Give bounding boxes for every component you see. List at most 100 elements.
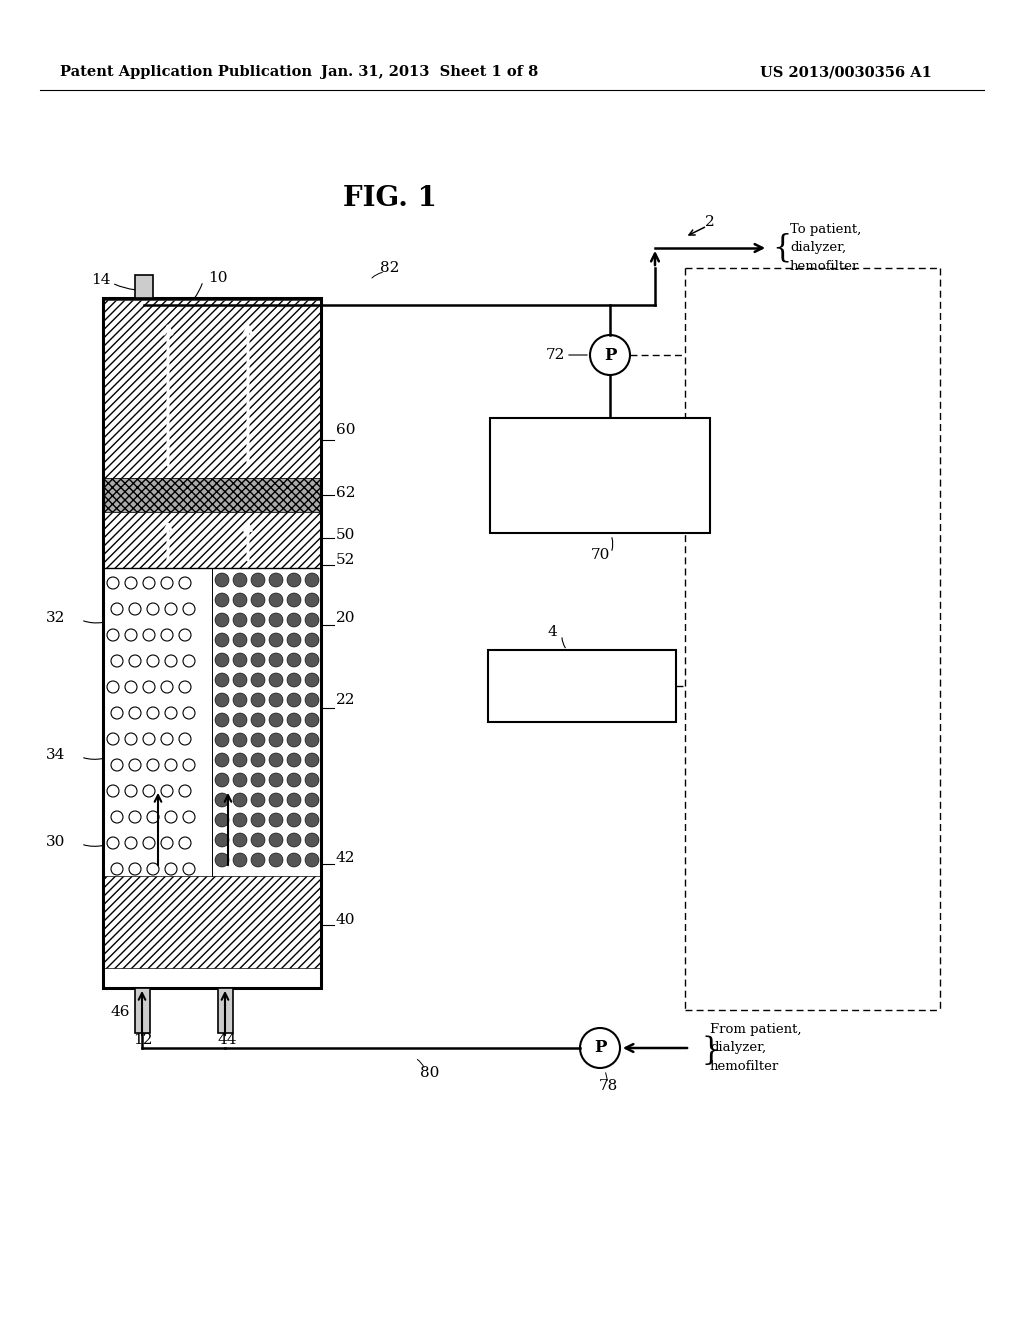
Circle shape [233, 793, 247, 807]
Circle shape [251, 752, 265, 767]
Circle shape [305, 813, 319, 828]
Text: {: { [772, 232, 792, 264]
Circle shape [305, 693, 319, 708]
Circle shape [251, 793, 265, 807]
Text: 4: 4 [547, 624, 557, 639]
Circle shape [251, 693, 265, 708]
Text: 40: 40 [336, 913, 355, 927]
Bar [104, 568, 319, 876]
Circle shape [215, 774, 229, 787]
Circle shape [215, 634, 229, 647]
Text: US 2013/0030356 A1: US 2013/0030356 A1 [760, 65, 932, 79]
Circle shape [305, 713, 319, 727]
Circle shape [215, 733, 229, 747]
Circle shape [269, 774, 283, 787]
Text: 20: 20 [336, 611, 355, 624]
Circle shape [215, 752, 229, 767]
Circle shape [287, 752, 301, 767]
Circle shape [215, 813, 229, 828]
Circle shape [233, 573, 247, 587]
Circle shape [233, 774, 247, 787]
Circle shape [251, 612, 265, 627]
Circle shape [233, 634, 247, 647]
Text: 70: 70 [590, 548, 609, 562]
Circle shape [287, 793, 301, 807]
Circle shape [251, 853, 265, 867]
Circle shape [233, 713, 247, 727]
Circle shape [269, 733, 283, 747]
Text: 50: 50 [336, 528, 355, 543]
Bar [490, 418, 710, 533]
Text: 22: 22 [336, 693, 355, 708]
Text: 82: 82 [380, 261, 399, 275]
Text: 34: 34 [46, 748, 65, 762]
Bar [135, 987, 150, 1034]
Text: 72: 72 [546, 348, 565, 362]
Circle shape [215, 573, 229, 587]
Circle shape [233, 733, 247, 747]
Bar [104, 300, 319, 478]
Circle shape [305, 733, 319, 747]
Circle shape [251, 833, 265, 847]
Circle shape [269, 833, 283, 847]
Circle shape [269, 634, 283, 647]
Circle shape [305, 774, 319, 787]
Circle shape [233, 752, 247, 767]
Circle shape [251, 593, 265, 607]
Circle shape [287, 612, 301, 627]
Circle shape [269, 853, 283, 867]
Circle shape [269, 713, 283, 727]
Circle shape [269, 813, 283, 828]
Circle shape [305, 833, 319, 847]
Circle shape [287, 853, 301, 867]
Circle shape [287, 713, 301, 727]
Bar [104, 478, 319, 512]
Circle shape [287, 813, 301, 828]
Circle shape [269, 612, 283, 627]
Text: Patent Application Publication: Patent Application Publication [60, 65, 312, 79]
Circle shape [305, 853, 319, 867]
Circle shape [269, 653, 283, 667]
Circle shape [233, 693, 247, 708]
Circle shape [215, 833, 229, 847]
Text: 44: 44 [217, 1034, 237, 1047]
Bar [135, 275, 153, 298]
Circle shape [215, 593, 229, 607]
Circle shape [215, 853, 229, 867]
Circle shape [287, 833, 301, 847]
Circle shape [251, 634, 265, 647]
Circle shape [287, 733, 301, 747]
Text: 60: 60 [336, 422, 355, 437]
Text: 62: 62 [336, 486, 355, 500]
Text: 46: 46 [111, 1005, 130, 1019]
Circle shape [215, 693, 229, 708]
Text: FIG. 1: FIG. 1 [343, 185, 437, 211]
Circle shape [215, 713, 229, 727]
Circle shape [305, 573, 319, 587]
Circle shape [251, 774, 265, 787]
Bar [104, 512, 319, 568]
Circle shape [233, 673, 247, 686]
Text: 30: 30 [46, 836, 65, 849]
Circle shape [305, 752, 319, 767]
Text: 14: 14 [91, 273, 111, 286]
Circle shape [251, 573, 265, 587]
Text: 10: 10 [208, 271, 227, 285]
Circle shape [269, 752, 283, 767]
Circle shape [233, 813, 247, 828]
Circle shape [269, 693, 283, 708]
Circle shape [215, 612, 229, 627]
Circle shape [305, 793, 319, 807]
Text: To patient,
dialyzer,
hemofilter: To patient, dialyzer, hemofilter [790, 223, 861, 272]
Circle shape [251, 713, 265, 727]
Text: Controller: Controller [539, 677, 626, 694]
Text: 80: 80 [420, 1067, 439, 1080]
Circle shape [269, 793, 283, 807]
Circle shape [233, 612, 247, 627]
Text: Jan. 31, 2013  Sheet 1 of 8: Jan. 31, 2013 Sheet 1 of 8 [322, 65, 539, 79]
Circle shape [305, 612, 319, 627]
Circle shape [269, 593, 283, 607]
Circle shape [251, 813, 265, 828]
Circle shape [215, 793, 229, 807]
Bar [488, 649, 676, 722]
